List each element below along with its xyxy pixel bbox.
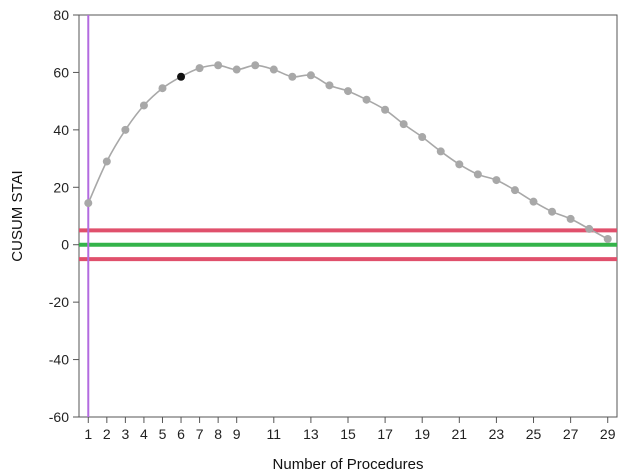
data-point <box>399 120 408 129</box>
data-point <box>548 207 557 216</box>
y-tick-label: 20 <box>53 179 69 195</box>
x-tick-label: 7 <box>196 426 204 442</box>
x-tick-label: 9 <box>233 426 241 442</box>
x-tick-label: 1 <box>84 426 92 442</box>
data-point <box>139 101 148 110</box>
x-tick-label: 21 <box>452 426 468 442</box>
y-axis-title: CUSUM STAI <box>9 170 26 261</box>
x-tick-label: 23 <box>489 426 505 442</box>
x-tick-label: 13 <box>303 426 319 442</box>
data-point <box>381 105 390 114</box>
data-point <box>566 214 575 223</box>
data-point <box>473 170 482 179</box>
x-tick-label: 29 <box>600 426 616 442</box>
data-point <box>84 199 93 208</box>
data-point <box>121 125 130 134</box>
data-point <box>158 84 167 93</box>
x-tick-label: 5 <box>159 426 167 442</box>
series-points <box>84 61 612 243</box>
y-tick-label: 80 <box>53 7 69 23</box>
data-point <box>455 160 464 169</box>
data-point <box>492 176 501 185</box>
x-axis-title: Number of Procedures <box>273 456 424 473</box>
x-tick-label: 11 <box>267 426 282 442</box>
y-tick-label: 0 <box>61 237 69 253</box>
reference-lines <box>79 15 617 417</box>
y-axis: -60 -40 -20 0 20 40 60 80 <box>49 7 79 425</box>
data-point <box>251 61 260 70</box>
y-tick-label: 40 <box>53 122 69 138</box>
data-point <box>288 72 297 81</box>
plot-area <box>78 14 618 418</box>
data-point <box>232 65 241 74</box>
data-point <box>344 87 352 96</box>
y-tick-label: -60 <box>49 409 69 425</box>
data-point <box>529 197 538 206</box>
data-point <box>418 133 427 142</box>
x-tick-label: 6 <box>177 426 185 442</box>
x-tick-label: 4 <box>140 426 148 442</box>
y-tick-label: -20 <box>49 294 69 310</box>
data-point <box>325 81 334 90</box>
x-tick-label: 8 <box>214 426 222 442</box>
data-point <box>214 61 223 70</box>
x-axis: 1 2 3 4 5 6 7 8 9 11 13 15 17 19 21 23 25 27 29 <box>84 417 616 442</box>
x-tick-label: 3 <box>121 426 129 442</box>
x-tick-label: 19 <box>414 426 430 442</box>
data-point <box>102 157 111 166</box>
x-tick-label: 25 <box>526 426 542 442</box>
x-tick-label: 27 <box>563 426 579 442</box>
data-point <box>603 234 612 243</box>
data-point <box>585 224 594 233</box>
highlighted-data-point <box>177 72 186 81</box>
x-tick-label: 17 <box>377 426 393 442</box>
data-point <box>510 186 519 195</box>
data-point <box>269 65 278 74</box>
data-point <box>195 64 204 73</box>
x-tick-label: 15 <box>340 426 356 442</box>
y-tick-label: 60 <box>53 64 69 80</box>
data-point <box>306 71 315 80</box>
y-tick-label: -40 <box>49 352 69 368</box>
x-tick-label: 2 <box>103 426 111 442</box>
data-point <box>436 147 445 156</box>
data-point <box>362 95 371 104</box>
